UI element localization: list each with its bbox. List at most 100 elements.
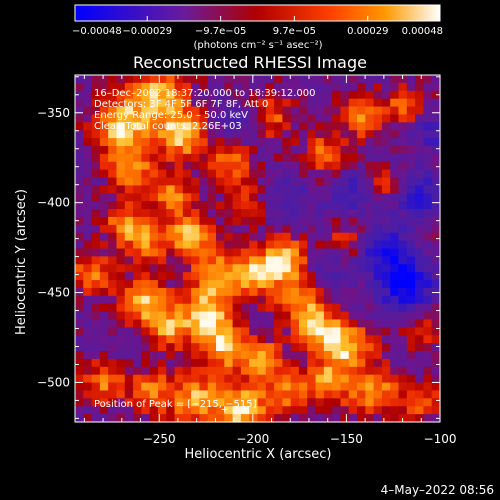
heatmap-cell — [390, 374, 400, 384]
heatmap-cell — [332, 232, 342, 242]
heatmap-cell — [232, 295, 242, 305]
heatmap-cell — [282, 130, 292, 139]
heatmap-cell — [83, 343, 93, 352]
heatmap-cell — [174, 90, 184, 100]
heatmap-cell — [232, 390, 242, 399]
heatmap-cell — [390, 98, 400, 108]
heatmap-cell — [381, 280, 391, 289]
heatmap-cell — [323, 240, 333, 250]
heatmap-cell — [381, 82, 391, 92]
heatmap-cell — [191, 209, 201, 218]
colorbar-tick-label: −0.00029 — [122, 26, 172, 37]
heatmap-cell — [265, 161, 275, 171]
heatmap-cell — [381, 358, 391, 368]
heatmap-cell — [191, 248, 201, 257]
heatmap-cell — [240, 106, 250, 116]
heatmap-cell — [315, 201, 325, 210]
heatmap-cell — [423, 390, 433, 399]
heatmap-cell — [166, 256, 176, 265]
heatmap-cell — [75, 390, 84, 399]
heatmap-cell — [133, 224, 142, 234]
heatmap-cell — [83, 75, 93, 84]
heatmap-cell — [207, 311, 217, 321]
heatmap-cell — [365, 209, 375, 218]
heatmap-cell — [257, 311, 267, 321]
heatmap-cell — [99, 280, 109, 289]
heatmap-cell — [191, 414, 201, 423]
heatmap-cell — [174, 122, 184, 131]
heatmap-cell — [415, 130, 425, 139]
heatmap-cell — [398, 90, 408, 100]
heatmap-cell — [174, 138, 184, 147]
heatmap-cell — [315, 390, 325, 399]
heatmap-cell — [91, 193, 101, 202]
heatmap-cell — [199, 287, 209, 297]
heatmap-cell — [174, 406, 184, 415]
heatmap-cell — [381, 232, 391, 242]
heatmap-cell — [75, 75, 84, 84]
heatmap-cell — [191, 303, 201, 313]
heatmap-cell — [298, 240, 308, 250]
heatmap-cell — [257, 382, 267, 392]
heatmap-cell — [249, 390, 259, 399]
heatmap-cell — [141, 390, 151, 399]
heatmap-cell — [307, 295, 317, 305]
heatmap-cell — [290, 145, 300, 155]
heatmap-cell — [149, 414, 159, 423]
heatmap-cell — [75, 264, 84, 273]
heatmap-cell — [298, 153, 308, 163]
heatmap-cell — [149, 232, 159, 242]
heatmap-cell — [307, 398, 317, 407]
heatmap-cell — [182, 311, 192, 321]
heatmap-cell — [340, 130, 350, 139]
heatmap-cell — [91, 327, 101, 336]
heatmap-cell — [315, 351, 325, 360]
heatmap-cell — [207, 351, 217, 360]
heatmap-cell — [381, 153, 391, 163]
heatmap-cell — [298, 390, 308, 399]
heatmap-cell — [298, 130, 308, 139]
heatmap-cell — [315, 398, 325, 407]
heatmap-cell — [365, 138, 375, 147]
y-tick-label: −400 — [37, 196, 70, 210]
heatmap-cell — [298, 248, 308, 257]
heatmap-cell — [373, 280, 383, 289]
heatmap-cell — [365, 311, 375, 321]
heatmap-cell — [406, 343, 416, 352]
heatmap-cell — [240, 358, 250, 368]
heatmap-cell — [290, 398, 300, 407]
heatmap-cell — [199, 327, 209, 336]
heatmap-cell — [108, 295, 118, 305]
heatmap-cell — [182, 374, 192, 384]
heatmap-cell — [406, 138, 416, 147]
heatmap-cell — [124, 114, 134, 123]
heatmap-cell — [174, 366, 184, 376]
heatmap-cell — [224, 98, 234, 108]
colorbar-tick-label: 0.00029 — [347, 26, 388, 37]
heatmap-cell — [116, 216, 126, 226]
heatmap-cell — [348, 161, 358, 171]
heatmap-cell — [216, 358, 225, 368]
heatmap-cell — [307, 98, 317, 108]
heatmap-cell — [108, 382, 118, 392]
heatmap-cell — [357, 327, 366, 336]
heatmap-cell — [232, 272, 242, 281]
heatmap-cell — [357, 232, 366, 242]
heatmap-cell — [116, 358, 126, 368]
heatmap-cell — [199, 406, 209, 415]
heatmap-cell — [249, 264, 259, 273]
heatmap-cell — [381, 169, 391, 179]
heatmap-cell — [75, 406, 84, 415]
heatmap-cell — [157, 232, 167, 242]
heatmap-cell — [149, 351, 159, 360]
heatmap-cell — [348, 177, 358, 187]
heatmap-cell — [357, 280, 366, 289]
heatmap-cell — [348, 248, 358, 257]
heatmap-cell — [133, 216, 142, 226]
heatmap-cell — [282, 193, 292, 202]
heatmap-cell — [290, 319, 300, 328]
heatmap-cell — [149, 327, 159, 336]
heatmap-cell — [249, 374, 259, 384]
heatmap-cell — [257, 90, 267, 100]
heatmap-cell — [332, 398, 342, 407]
